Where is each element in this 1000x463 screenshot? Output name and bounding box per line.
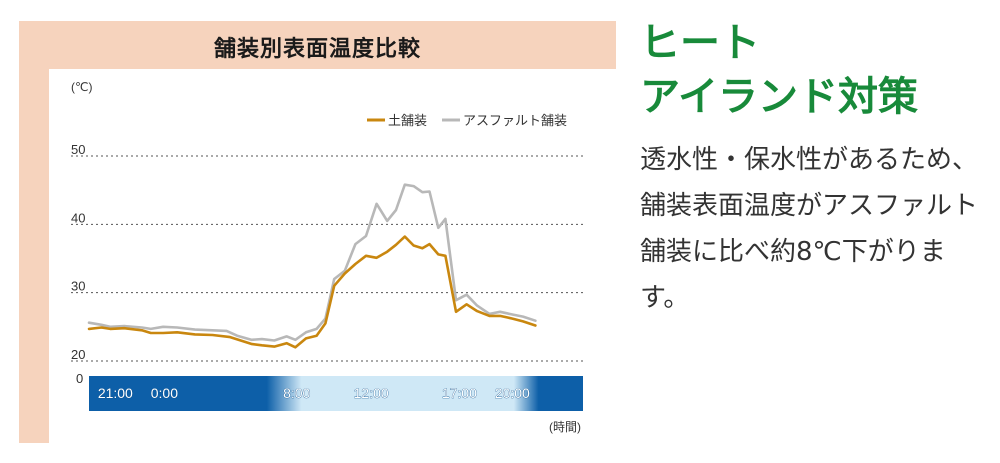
y-axis-unit: (℃) — [71, 80, 92, 94]
series-line-soil — [87, 235, 537, 349]
y-tick-label: 40 — [71, 210, 85, 225]
heading-line-2: アイランド対策 — [640, 74, 918, 120]
y-tick-label: 50 — [71, 142, 85, 157]
description-text: 透水性・保水性があるため、舗装表面温度がアスファルト舗装に比べ約8℃下がります。 — [640, 145, 979, 313]
time-label: 8:00 — [283, 385, 310, 401]
time-label: 21:00 — [98, 385, 133, 401]
heading-line-1: ヒート — [640, 20, 760, 66]
chart-area: (℃) 50 40 30 20 0 21:00 0:00 8:00 12:00 17:00 20:00… — [49, 69, 616, 443]
y-tick-label: 30 — [71, 279, 85, 294]
time-label: 20:00 — [495, 385, 530, 401]
series-line-asphalt — [87, 183, 537, 342]
chart-panel: 舗装別表面温度比較 (℃) 50 40 30 20 0 21:00 0:00 8:00 12:00… — [19, 21, 616, 443]
legend-label: 土舗装 — [388, 113, 427, 128]
x-axis-unit: (時間) — [549, 420, 581, 434]
y-tick-label: 20 — [71, 347, 85, 362]
line-chart: (℃) 50 40 30 20 0 21:00 0:00 8:00 12:00 17:00 20:00… — [71, 80, 585, 434]
y-origin-label: 0 — [76, 371, 83, 386]
time-band — [89, 376, 583, 411]
legend-label: アスファルト舗装 — [463, 113, 567, 128]
time-label: 12:00 — [354, 385, 389, 401]
time-label: 17:00 — [442, 385, 477, 401]
time-label: 0:00 — [151, 385, 178, 401]
chart-title: 舗装別表面温度比較 — [213, 37, 421, 62]
